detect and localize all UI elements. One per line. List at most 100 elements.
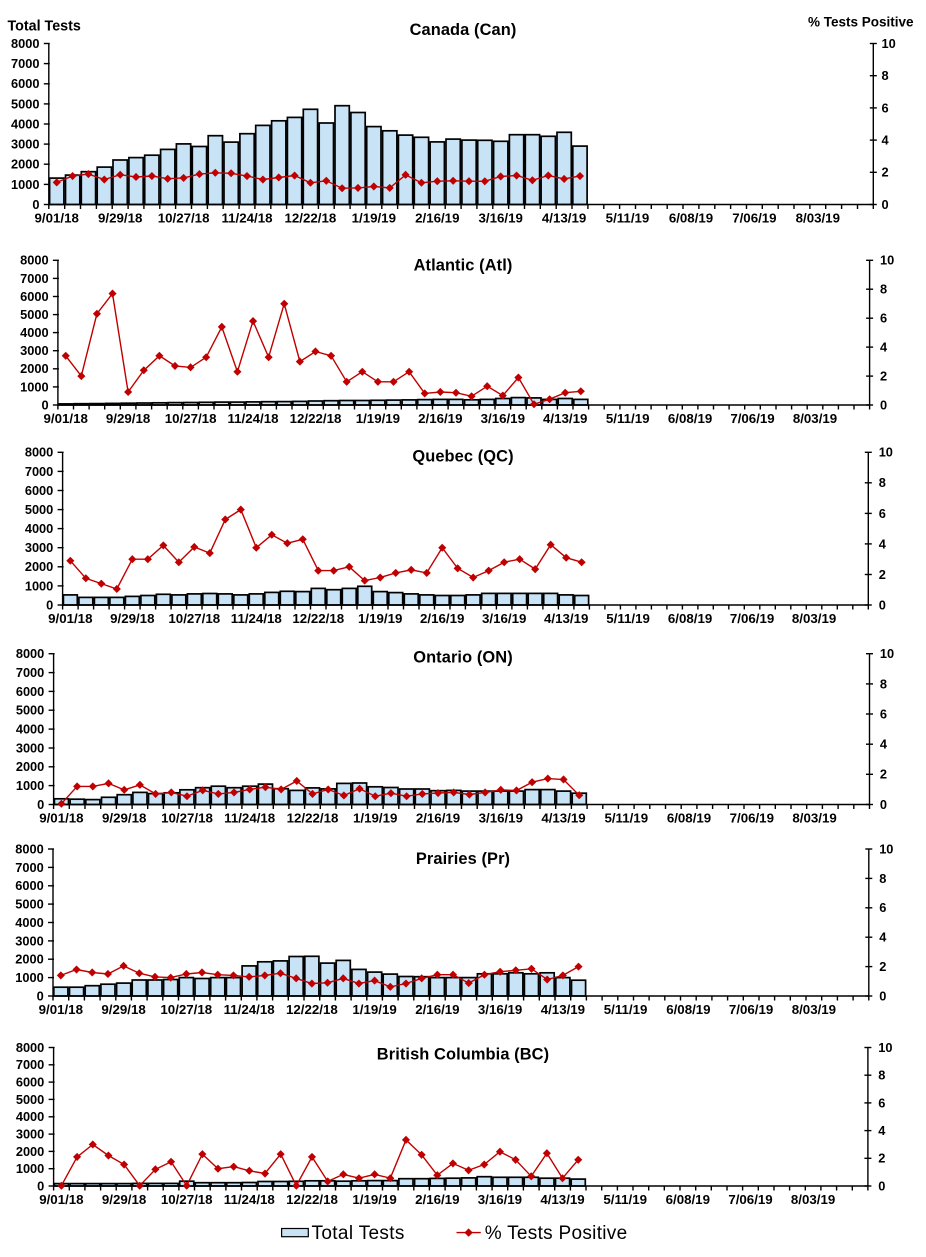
- svg-text:8/03/19: 8/03/19: [793, 411, 837, 426]
- svg-text:9/29/18: 9/29/18: [102, 1192, 146, 1207]
- svg-text:6/08/19: 6/08/19: [666, 1192, 710, 1207]
- svg-text:9/01/18: 9/01/18: [39, 811, 83, 826]
- svg-text:7000: 7000: [20, 271, 48, 286]
- svg-text:12/22/18: 12/22/18: [292, 611, 344, 626]
- svg-text:8000: 8000: [11, 36, 39, 51]
- svg-text:4/13/19: 4/13/19: [544, 611, 588, 626]
- svg-text:9/29/18: 9/29/18: [110, 611, 154, 626]
- svg-text:Total Tests: Total Tests: [8, 19, 81, 35]
- svg-text:5/11/19: 5/11/19: [604, 811, 648, 826]
- svg-text:0: 0: [41, 397, 48, 412]
- svg-text:Total Tests: Total Tests: [312, 1223, 405, 1244]
- svg-text:6: 6: [879, 506, 886, 521]
- svg-text:3/16/19: 3/16/19: [481, 411, 525, 426]
- svg-text:4: 4: [880, 340, 888, 355]
- svg-text:9/29/18: 9/29/18: [102, 811, 146, 826]
- svg-text:2: 2: [880, 767, 887, 782]
- svg-text:6/08/19: 6/08/19: [668, 611, 712, 626]
- svg-text:10/27/18: 10/27/18: [160, 1002, 212, 1017]
- svg-text:3/16/19: 3/16/19: [479, 811, 523, 826]
- svg-text:5000: 5000: [25, 502, 53, 517]
- svg-text:12/22/18: 12/22/18: [285, 211, 337, 226]
- svg-text:0: 0: [880, 397, 887, 412]
- svg-text:10/27/18: 10/27/18: [161, 811, 213, 826]
- svg-text:4/13/19: 4/13/19: [541, 811, 585, 826]
- svg-text:3000: 3000: [20, 343, 48, 358]
- svg-text:2000: 2000: [15, 952, 43, 967]
- svg-text:9/01/18: 9/01/18: [39, 1192, 83, 1207]
- svg-text:10: 10: [880, 646, 894, 661]
- svg-text:4000: 4000: [11, 116, 39, 131]
- svg-text:1/19/19: 1/19/19: [352, 211, 396, 226]
- svg-text:2: 2: [879, 959, 886, 974]
- svg-text:6: 6: [880, 706, 887, 721]
- svg-text:11/24/18: 11/24/18: [224, 1002, 275, 1017]
- svg-text:Canada (Can): Canada (Can): [410, 21, 517, 39]
- svg-text:2/16/19: 2/16/19: [415, 211, 459, 226]
- svg-text:7/06/19: 7/06/19: [728, 1192, 772, 1207]
- svg-text:6000: 6000: [20, 289, 48, 304]
- svg-text:6000: 6000: [25, 483, 53, 498]
- svg-text:8: 8: [879, 871, 886, 886]
- svg-text:2000: 2000: [16, 1144, 44, 1159]
- svg-text:6000: 6000: [15, 878, 43, 893]
- svg-text:9/29/18: 9/29/18: [98, 211, 142, 226]
- svg-text:2000: 2000: [25, 559, 53, 574]
- svg-text:1/19/19: 1/19/19: [353, 811, 397, 826]
- svg-text:3000: 3000: [25, 540, 53, 555]
- svg-text:8: 8: [878, 1068, 885, 1083]
- svg-text:3000: 3000: [11, 137, 39, 152]
- svg-text:% Tests Positive: % Tests Positive: [808, 15, 914, 30]
- svg-text:5000: 5000: [15, 897, 43, 912]
- svg-text:Atlantic (Atl): Atlantic (Atl): [414, 256, 513, 274]
- svg-text:4000: 4000: [25, 521, 53, 536]
- svg-text:6: 6: [878, 1095, 885, 1110]
- svg-text:8000: 8000: [16, 1040, 44, 1055]
- svg-text:3/16/19: 3/16/19: [478, 1192, 522, 1207]
- svg-text:7/06/19: 7/06/19: [730, 811, 774, 826]
- svg-text:10: 10: [879, 841, 893, 856]
- svg-text:6000: 6000: [16, 684, 44, 699]
- svg-text:5000: 5000: [16, 1092, 44, 1107]
- svg-text:0: 0: [879, 597, 886, 612]
- svg-text:12/22/18: 12/22/18: [287, 811, 339, 826]
- svg-text:Ontario (ON): Ontario (ON): [413, 648, 513, 666]
- svg-text:10/27/18: 10/27/18: [165, 411, 217, 426]
- svg-text:2000: 2000: [11, 157, 39, 172]
- svg-text:4000: 4000: [16, 1109, 44, 1124]
- svg-text:8000: 8000: [16, 646, 44, 661]
- svg-text:8000: 8000: [25, 445, 53, 460]
- svg-text:10/27/18: 10/27/18: [168, 611, 220, 626]
- svg-text:5000: 5000: [16, 703, 44, 718]
- svg-text:10: 10: [879, 445, 893, 460]
- svg-text:11/24/18: 11/24/18: [221, 211, 272, 226]
- svg-text:4/13/19: 4/13/19: [542, 211, 586, 226]
- svg-text:11/24/18: 11/24/18: [224, 1192, 275, 1207]
- svg-text:5/11/19: 5/11/19: [606, 611, 650, 626]
- svg-text:2/16/19: 2/16/19: [420, 611, 464, 626]
- svg-text:5/11/19: 5/11/19: [603, 1192, 647, 1207]
- svg-text:7000: 7000: [25, 464, 53, 479]
- svg-text:12/22/18: 12/22/18: [286, 1192, 338, 1207]
- svg-text:3/16/19: 3/16/19: [478, 1002, 522, 1017]
- svg-text:2/16/19: 2/16/19: [415, 1192, 459, 1207]
- svg-text:9/29/18: 9/29/18: [101, 1002, 145, 1017]
- svg-text:4000: 4000: [16, 722, 44, 737]
- svg-text:10/27/18: 10/27/18: [158, 211, 210, 226]
- svg-text:8: 8: [882, 68, 889, 83]
- svg-text:4: 4: [879, 930, 887, 945]
- svg-text:7/06/19: 7/06/19: [732, 211, 776, 226]
- svg-text:6/08/19: 6/08/19: [667, 811, 711, 826]
- svg-text:1/19/19: 1/19/19: [358, 611, 402, 626]
- svg-text:1000: 1000: [15, 970, 43, 985]
- svg-text:6/08/19: 6/08/19: [668, 411, 712, 426]
- svg-text:0: 0: [879, 988, 886, 1003]
- svg-text:4/13/19: 4/13/19: [543, 411, 587, 426]
- svg-text:7/06/19: 7/06/19: [730, 411, 774, 426]
- svg-text:8: 8: [879, 475, 886, 490]
- svg-text:2/16/19: 2/16/19: [416, 811, 460, 826]
- svg-text:10: 10: [880, 253, 894, 268]
- svg-text:12/22/18: 12/22/18: [286, 1002, 338, 1017]
- svg-text:6: 6: [880, 311, 887, 326]
- svg-text:2: 2: [882, 165, 889, 180]
